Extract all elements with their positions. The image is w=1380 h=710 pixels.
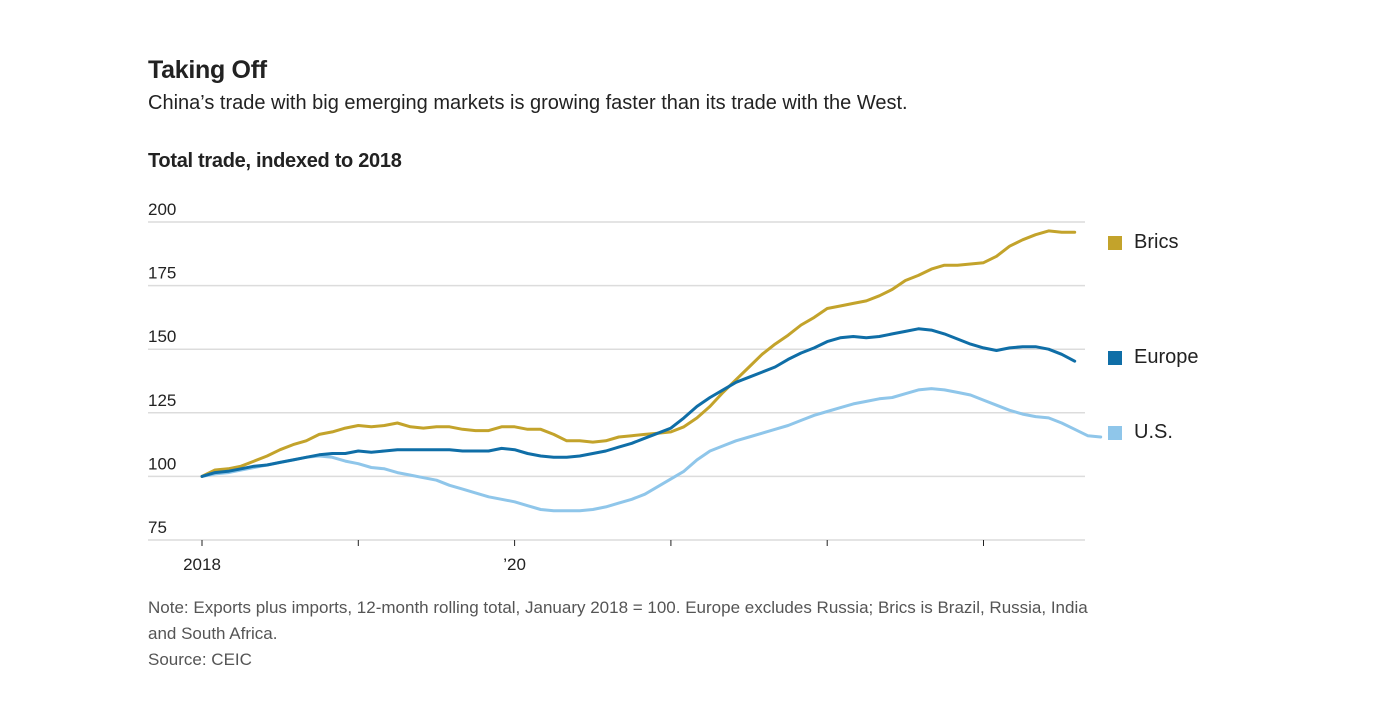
- legend-swatch-us: [1108, 425, 1122, 440]
- source-text: Source: CEIC: [148, 650, 252, 669]
- note-text-continued: and South Africa.: [148, 624, 278, 643]
- x-tick-label: 2018: [183, 555, 221, 574]
- y-axis-ticks: 75 100 125 150 175 200: [148, 200, 176, 537]
- series-line-europe: [200, 327, 1077, 478]
- chart-notes: Note: Exports plus imports, 12-month rol…: [148, 595, 1228, 673]
- series-line-us: [200, 387, 1103, 513]
- y-tick-label: 150: [148, 327, 176, 346]
- legend-label-us: U.S.: [1134, 421, 1173, 443]
- chart-subtitle: China’s trade with big emerging markets …: [148, 92, 908, 114]
- series-lines: [200, 229, 1103, 513]
- y-tick-label: 200: [148, 200, 176, 219]
- chart-title: Taking Off: [148, 56, 267, 84]
- y-tick-label: 100: [148, 454, 176, 473]
- legend-swatch-europe: [1108, 350, 1122, 365]
- y-tick-label: 75: [148, 518, 167, 537]
- gridlines: [148, 221, 1085, 541]
- legend-swatch-brics: [1108, 235, 1122, 250]
- legend-label-brics: Brics: [1134, 231, 1179, 253]
- y-tick-label: 125: [148, 391, 176, 410]
- legend-item-us: U.S.: [1108, 421, 1173, 444]
- y-tick-label: 175: [148, 264, 176, 283]
- note-text: Note: Exports plus imports, 12-month rol…: [148, 598, 1088, 617]
- x-axis-ticks: 2018 ’20: [183, 540, 984, 574]
- series-line-brics: [200, 229, 1077, 478]
- legend-label-europe: Europe: [1134, 346, 1199, 368]
- legend-item-europe: Europe: [1108, 346, 1199, 369]
- y-axis-label: Total trade, indexed to 2018: [148, 150, 402, 172]
- x-tick-label: ’20: [503, 555, 526, 574]
- legend-item-brics: Brics: [1108, 231, 1178, 254]
